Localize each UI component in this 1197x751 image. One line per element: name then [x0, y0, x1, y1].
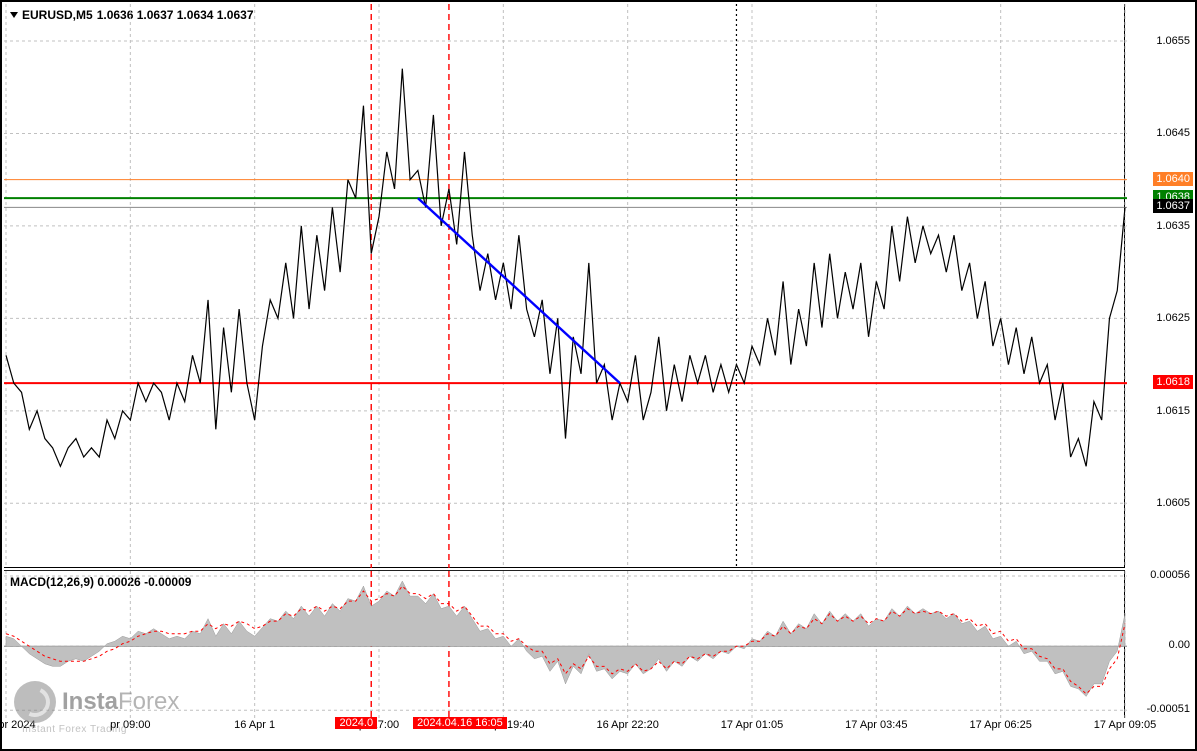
y-axis-main: 1.0605 1.0615 1.0625 1.0635 1.0645 1.0655 1.06… — [1127, 4, 1193, 568]
price-badge: 1.0640 — [1153, 172, 1193, 186]
indicator-y-label: 0.00056 — [1147, 568, 1193, 582]
price-badge: 1.0637 — [1153, 199, 1193, 213]
y-tick-label: 1.0655 — [1153, 34, 1193, 48]
price-chart-svg — [4, 4, 1127, 568]
watermark-sub: Instant Forex Trading — [22, 724, 127, 735]
x-tick-label: 17 Apr 09:05 — [1094, 719, 1156, 731]
x-tick-label: 16 Apr 22:20 — [596, 719, 658, 731]
x-tick-label: 16 Apr 1 — [234, 719, 275, 731]
main-chart[interactable]: EURUSD,M5 1.0636 1.0637 1.0634 1.0637 — [4, 4, 1125, 568]
watermark: InstaForex — [14, 681, 179, 723]
y-tick-label: 1.0605 — [1153, 496, 1193, 510]
x-tick-label: 17 Apr 01:05 — [721, 719, 783, 731]
brand1: Insta — [62, 688, 118, 715]
watermark-text: InstaForex — [62, 688, 179, 716]
x-date-badge: 2024.04.16 16:05 — [413, 717, 507, 729]
logo-icon — [14, 681, 56, 723]
x-date-badge: 2024.0 — [335, 717, 377, 729]
y-axis-indicator: 0.00056 0.00 -0.00051 — [1127, 570, 1193, 718]
brand2: Forex — [118, 688, 179, 715]
x-tick-label: 17 Apr 03:45 — [845, 719, 907, 731]
chart-container: EURUSD,M5 1.0636 1.0637 1.0634 1.0637 1.… — [0, 0, 1197, 751]
price-badge: 1.0618 — [1153, 375, 1193, 389]
y-tick-label: 1.0645 — [1153, 126, 1193, 140]
y-tick-label: 1.0615 — [1153, 404, 1193, 418]
indicator-y-label: 0.00 — [1166, 638, 1193, 652]
indicator-y-label: -0.00051 — [1144, 702, 1193, 716]
y-tick-label: 1.0635 — [1153, 219, 1193, 233]
x-tick-label: 17 Apr 06:25 — [969, 719, 1031, 731]
y-tick-label: 1.0625 — [1153, 311, 1193, 325]
